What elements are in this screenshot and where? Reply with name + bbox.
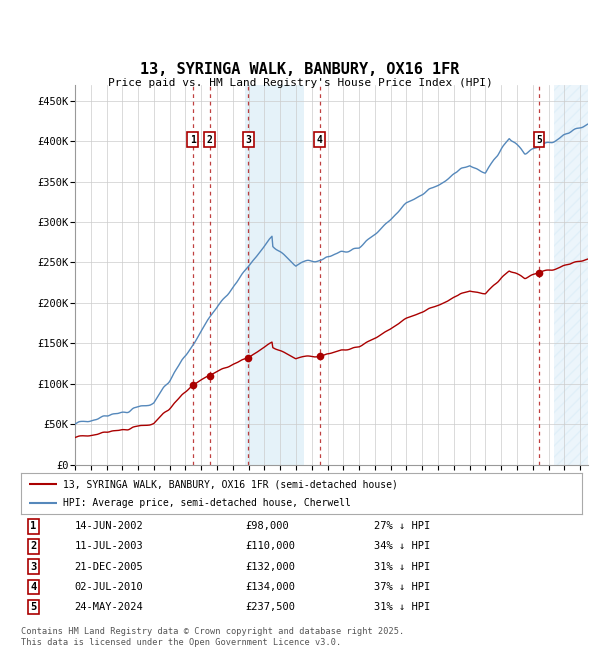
Text: 4: 4 — [30, 582, 37, 592]
Text: 37% ↓ HPI: 37% ↓ HPI — [374, 582, 431, 592]
Text: HPI: Average price, semi-detached house, Cherwell: HPI: Average price, semi-detached house,… — [63, 498, 351, 508]
Text: 1: 1 — [30, 521, 37, 531]
Text: Price paid vs. HM Land Registry's House Price Index (HPI): Price paid vs. HM Land Registry's House … — [107, 77, 493, 88]
Text: 24-MAY-2024: 24-MAY-2024 — [74, 602, 143, 612]
Bar — [554, 84, 588, 465]
Text: 1: 1 — [190, 135, 196, 145]
Bar — [245, 84, 304, 465]
Text: £134,000: £134,000 — [245, 582, 295, 592]
Text: 31% ↓ HPI: 31% ↓ HPI — [374, 602, 431, 612]
Text: 3: 3 — [30, 562, 37, 571]
Text: 5: 5 — [536, 135, 542, 145]
Text: 34% ↓ HPI: 34% ↓ HPI — [374, 541, 431, 551]
Text: 11-JUL-2003: 11-JUL-2003 — [74, 541, 143, 551]
Text: 14-JUN-2002: 14-JUN-2002 — [74, 521, 143, 531]
Text: 5: 5 — [30, 602, 37, 612]
Text: 13, SYRINGA WALK, BANBURY, OX16 1FR: 13, SYRINGA WALK, BANBURY, OX16 1FR — [140, 62, 460, 77]
Text: £132,000: £132,000 — [245, 562, 295, 571]
Text: 13, SYRINGA WALK, BANBURY, OX16 1FR (semi-detached house): 13, SYRINGA WALK, BANBURY, OX16 1FR (sem… — [63, 479, 398, 489]
Text: 02-JUL-2010: 02-JUL-2010 — [74, 582, 143, 592]
Text: 2: 2 — [30, 541, 37, 551]
Text: 31% ↓ HPI: 31% ↓ HPI — [374, 562, 431, 571]
Text: 21-DEC-2005: 21-DEC-2005 — [74, 562, 143, 571]
Text: 4: 4 — [317, 135, 323, 145]
Text: 2: 2 — [207, 135, 212, 145]
Text: 3: 3 — [245, 135, 251, 145]
Text: 27% ↓ HPI: 27% ↓ HPI — [374, 521, 431, 531]
Text: £237,500: £237,500 — [245, 602, 295, 612]
Text: £110,000: £110,000 — [245, 541, 295, 551]
Text: Contains HM Land Registry data © Crown copyright and database right 2025.
This d: Contains HM Land Registry data © Crown c… — [21, 627, 404, 647]
Text: £98,000: £98,000 — [245, 521, 289, 531]
